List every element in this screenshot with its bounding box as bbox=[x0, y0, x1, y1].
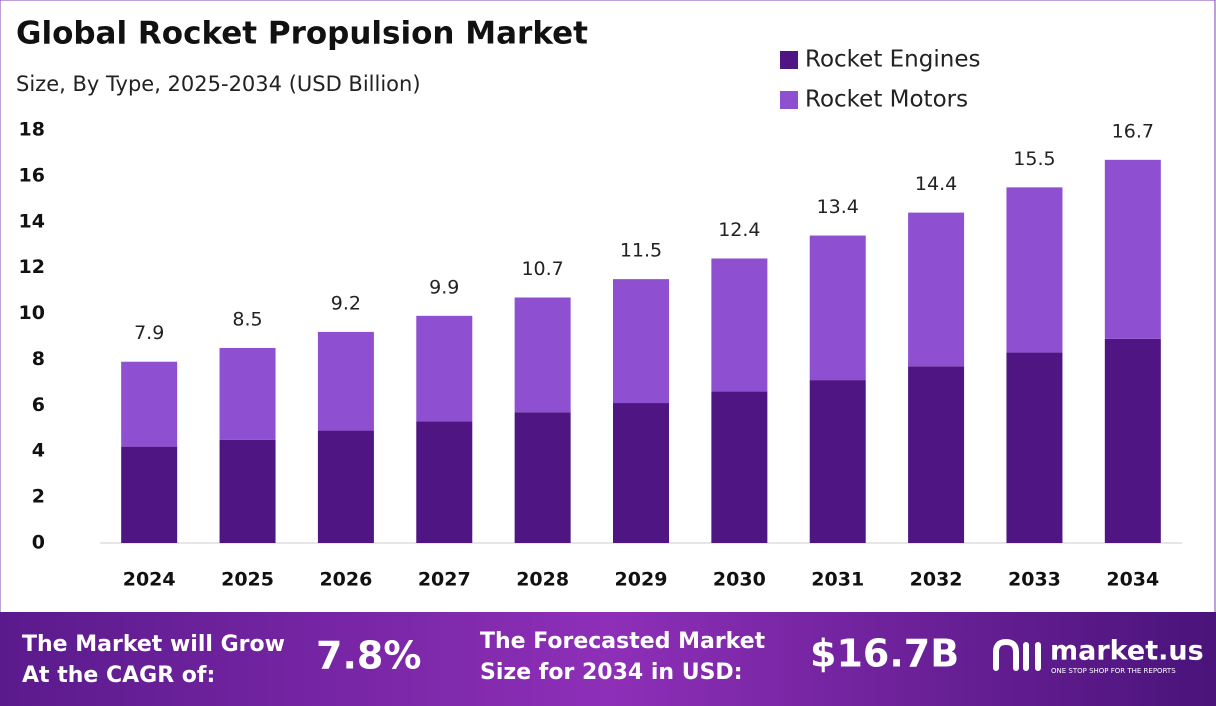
x-tick-label: 2032 bbox=[910, 569, 963, 591]
bar-segment bbox=[613, 279, 669, 404]
y-tick-label: 10 bbox=[19, 302, 45, 324]
total-label: 15.5 bbox=[1013, 148, 1055, 170]
bar-segment bbox=[1104, 338, 1161, 543]
footer-text: The Forecasted Market bbox=[480, 629, 766, 654]
bar-segment bbox=[711, 391, 768, 543]
x-tick-label: 2025 bbox=[221, 569, 274, 591]
x-tick-label: 2024 bbox=[123, 569, 176, 591]
bar-segment bbox=[613, 403, 669, 543]
logo-icon bbox=[993, 638, 1041, 671]
chart-title: Global Rocket Propulsion Market bbox=[16, 16, 588, 52]
bar-segment bbox=[711, 258, 768, 392]
bar-segment bbox=[416, 421, 473, 543]
bar-segment bbox=[219, 439, 276, 543]
total-label: 10.7 bbox=[521, 258, 563, 280]
total-label: 11.5 bbox=[620, 240, 662, 262]
bar-segment bbox=[809, 235, 866, 381]
bar-segment bbox=[121, 446, 178, 543]
y-tick-label: 0 bbox=[32, 532, 45, 554]
x-tick-label: 2026 bbox=[319, 569, 372, 591]
total-label: 14.4 bbox=[915, 173, 957, 195]
footer-value: 7.8% bbox=[316, 634, 421, 678]
bar-segment bbox=[1104, 159, 1161, 339]
y-tick-label: 2 bbox=[32, 486, 45, 508]
total-label: 16.7 bbox=[1112, 120, 1154, 142]
x-tick-label: 2031 bbox=[811, 569, 864, 591]
y-tick-label: 12 bbox=[19, 256, 45, 278]
y-tick-label: 4 bbox=[32, 440, 45, 462]
total-label: 8.5 bbox=[232, 308, 262, 330]
footer-value: $16.7B bbox=[810, 632, 959, 676]
y-tick-label: 6 bbox=[32, 394, 45, 416]
bar-segment bbox=[908, 366, 965, 543]
legend-swatch bbox=[780, 91, 798, 109]
footer-text: At the CAGR of: bbox=[22, 663, 215, 688]
x-tick-label: 2028 bbox=[516, 569, 569, 591]
tagline: ONE STOP SHOP FOR THE REPORTS bbox=[1051, 667, 1176, 675]
footer-text: The Market will Grow bbox=[22, 632, 285, 657]
x-tick-label: 2027 bbox=[418, 569, 471, 591]
bar-segment bbox=[1006, 187, 1063, 353]
legend-label: Rocket Motors bbox=[805, 87, 968, 113]
total-label: 9.9 bbox=[429, 276, 459, 298]
chart-subtitle: Size, By Type, 2025-2034 (USD Billion) bbox=[16, 72, 421, 96]
footer-text: Size for 2034 in USD: bbox=[480, 660, 743, 685]
bar-segment bbox=[1006, 352, 1063, 543]
bar-segment bbox=[317, 331, 374, 431]
total-label: 7.9 bbox=[134, 322, 164, 344]
y-tick-label: 18 bbox=[19, 119, 45, 141]
bar-segment bbox=[908, 212, 965, 367]
x-tick-label: 2030 bbox=[713, 569, 766, 591]
total-label: 9.2 bbox=[331, 292, 361, 314]
total-label: 13.4 bbox=[817, 196, 859, 218]
footer-band bbox=[0, 612, 1216, 706]
bar-segment bbox=[514, 412, 571, 543]
legend-label: Rocket Engines bbox=[805, 47, 980, 73]
y-tick-label: 8 bbox=[32, 348, 45, 370]
bar-segment bbox=[317, 430, 374, 543]
x-tick-label: 2029 bbox=[615, 569, 668, 591]
brand: market.us bbox=[1050, 636, 1204, 667]
bar-segment bbox=[416, 315, 473, 422]
bar-segment bbox=[121, 361, 178, 447]
y-tick-label: 14 bbox=[19, 210, 45, 232]
bar-segment bbox=[514, 297, 571, 413]
bar-segment bbox=[809, 380, 866, 543]
x-tick-label: 2034 bbox=[1106, 569, 1159, 591]
total-label: 12.4 bbox=[718, 219, 760, 241]
y-tick-label: 16 bbox=[19, 164, 45, 186]
bar-segment bbox=[219, 347, 276, 440]
legend-swatch bbox=[780, 51, 798, 69]
x-tick-label: 2033 bbox=[1008, 569, 1061, 591]
